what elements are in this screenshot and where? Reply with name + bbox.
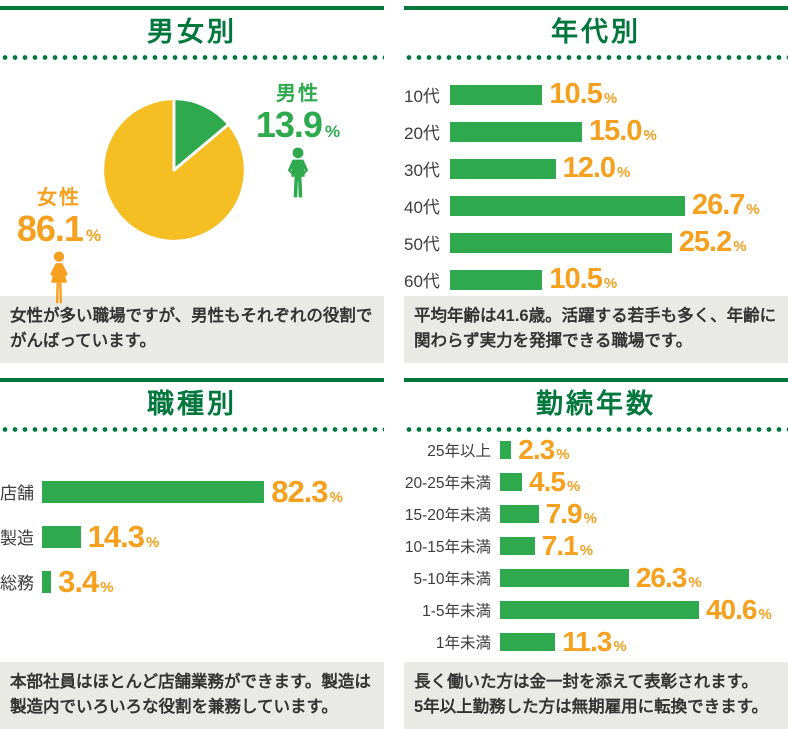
male-callout: 男性 13.9% xyxy=(236,77,360,202)
job-bar-chart: 店舗 82.3% 製造 14.3% 総務 3.4% xyxy=(0,433,384,662)
bar-label: 総務 xyxy=(0,574,34,594)
panel-tenure: 勤続年数 25年以上 2.3% 20-25年未満 4.5% 15-20年未満 7… xyxy=(404,372,788,729)
bar-label: 20-25年未満 xyxy=(404,474,491,492)
bar-label: 15-20年未満 xyxy=(404,506,491,524)
bar-row: 15-20年未満 7.9% xyxy=(404,499,788,527)
bar xyxy=(450,84,543,105)
bar-value: 15.0% xyxy=(589,115,657,148)
male-label: 男性 xyxy=(276,82,320,105)
bar-row: 25年以上 2.3% xyxy=(404,435,788,463)
bar-label: 25年以上 xyxy=(427,442,491,460)
gender-pie-chart xyxy=(101,97,247,243)
bar-row: 40代 26.7% xyxy=(404,191,788,220)
bar-row: 1年未満 11.3% xyxy=(404,627,788,655)
bar-value: 40.6% xyxy=(705,593,772,625)
bar xyxy=(500,600,699,619)
bar-value: 10.5% xyxy=(549,263,618,296)
bar-label: 10-15年未満 xyxy=(404,538,491,556)
bar-value: 26.7% xyxy=(691,189,760,222)
bar-value: 4.5% xyxy=(529,465,581,497)
bar-row: 60代 10.5% xyxy=(404,265,788,294)
bar xyxy=(500,472,523,491)
panel-title-gender: 男女別 xyxy=(147,17,237,47)
bar-value: 3.4% xyxy=(58,564,114,600)
panel-title-tenure: 勤続年数 xyxy=(536,389,656,419)
job-note: 本部社員はほとんど店舗業務ができます。製造は製造内でいろいろな役割を兼務していま… xyxy=(0,661,384,729)
tenure-bar-chart: 25年以上 2.3% 20-25年未満 4.5% 15-20年未満 7.9% 1… xyxy=(404,433,788,662)
bar xyxy=(42,570,52,593)
bar xyxy=(450,195,685,216)
gender-note: 女性が多い職場ですが、男性もそれぞれの役割でがんばっています。 xyxy=(0,295,384,363)
bar-label: 店舗 xyxy=(0,484,34,504)
panel-job: 職種別 店舗 82.3% 製造 14.3% 総務 3.4% 本部社員はほとんど店… xyxy=(0,372,384,729)
bar-value: 2.3% xyxy=(518,433,570,465)
bar-label: 50代 xyxy=(404,235,440,255)
bar xyxy=(42,480,265,503)
female-value: 86.1% xyxy=(16,207,102,249)
bar-label: 製造 xyxy=(0,529,34,549)
female-callout: 女性 86.1% xyxy=(0,181,118,308)
panel-top-rule xyxy=(404,6,788,10)
bar-label: 1年未満 xyxy=(435,634,491,652)
female-label: 女性 xyxy=(37,186,81,209)
male-value: 13.9% xyxy=(255,103,341,145)
bar-label: 40代 xyxy=(404,198,440,218)
panel-top-rule xyxy=(0,6,384,10)
panel-gender: 男女別 男性 13.9% 女性 86.1% xyxy=(0,0,384,372)
bar-row: 20-25年未満 4.5% xyxy=(404,467,788,495)
bar-row: 20代 15.0% xyxy=(404,117,788,146)
bar xyxy=(500,632,556,651)
bar-label: 60代 xyxy=(404,272,440,292)
bar-value: 25.2% xyxy=(678,226,747,259)
tenure-note: 長く働いた方は金一封を添えて表彰されます。 5年以上勤務した方は無期雇用に転換で… xyxy=(404,661,788,729)
bar-value: 26.3% xyxy=(635,561,702,593)
bar xyxy=(500,504,539,523)
age-note: 平均年齢は41.6歳。活躍する若手も多く、年齢に関わらず実力を発揮できる職場です… xyxy=(404,295,788,363)
bar-row: 50代 25.2% xyxy=(404,228,788,257)
bar xyxy=(500,536,535,555)
panel-title-age: 年代別 xyxy=(551,17,641,47)
bar-row: 30代 12.0% xyxy=(404,154,788,183)
panel-age: 年代別 10代 10.5% 20代 15.0% 30代 12.0% 40代 26… xyxy=(404,0,788,372)
dotted-divider xyxy=(404,425,788,433)
bar xyxy=(450,232,672,253)
bar-value: 11.3% xyxy=(562,625,627,657)
age-bar-chart: 10代 10.5% 20代 15.0% 30代 12.0% 40代 26.7% … xyxy=(404,61,788,296)
bar-label: 20代 xyxy=(404,124,440,144)
female-person-icon xyxy=(50,251,68,304)
dotted-divider xyxy=(0,425,384,433)
bar-row: 総務 3.4% xyxy=(0,566,384,597)
bar-row: 製造 14.3% xyxy=(0,521,384,552)
dotted-divider xyxy=(404,53,788,61)
bar-row: 10-15年未満 7.1% xyxy=(404,531,788,559)
bar-row: 10代 10.5% xyxy=(404,80,788,109)
panel-title-job: 職種別 xyxy=(147,389,237,419)
bar-row: 1-5年未満 40.6% xyxy=(404,595,788,623)
bar xyxy=(500,568,629,587)
bar-value: 7.1% xyxy=(541,529,594,561)
bar-value: 7.9% xyxy=(545,497,597,529)
panel-top-rule xyxy=(404,378,788,382)
bar-value: 10.5% xyxy=(549,78,618,111)
bar xyxy=(42,525,81,548)
panel-top-rule xyxy=(0,378,384,382)
pie-slice-male xyxy=(172,97,231,172)
bar-label: 5-10年未満 xyxy=(413,570,491,588)
bar-value: 82.3% xyxy=(271,474,343,510)
bar-value: 14.3% xyxy=(87,519,160,555)
bar xyxy=(500,440,512,459)
bar xyxy=(450,269,543,290)
bar-label: 30代 xyxy=(404,161,440,181)
gender-chart-area: 男性 13.9% 女性 86.1% xyxy=(0,61,384,304)
bar-value: 12.0% xyxy=(562,152,631,185)
bar-row: 5-10年未満 26.3% xyxy=(404,563,788,591)
bar-label: 10代 xyxy=(404,87,440,107)
bar xyxy=(450,158,556,179)
male-person-icon xyxy=(287,147,309,198)
dotted-divider xyxy=(0,53,384,61)
bar xyxy=(450,121,582,142)
bar-label: 1-5年未満 xyxy=(422,602,491,620)
bar-row: 店舗 82.3% xyxy=(0,476,384,507)
